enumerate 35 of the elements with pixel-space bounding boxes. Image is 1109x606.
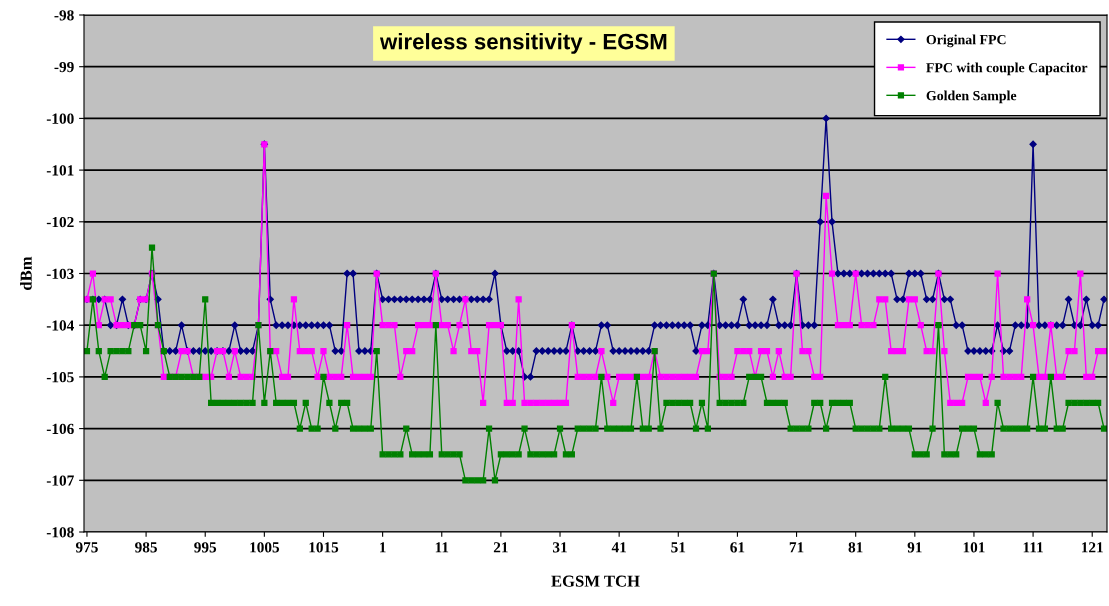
x-tick-label: 995 <box>194 542 217 553</box>
x-tick-label: 985 <box>135 542 157 553</box>
y-tick-label: -102 <box>46 216 74 228</box>
y-tick-label: -104 <box>46 320 74 331</box>
x-tick-label: 121 <box>1081 542 1103 553</box>
x-tick-label: 21 <box>493 542 508 553</box>
text: wireless sensitivity - EGSM <box>379 33 667 54</box>
legend-label: FPC with couple Capacitor <box>926 62 1088 76</box>
x-tick-label: 975 <box>75 542 98 553</box>
y-axis-title: dBm <box>20 256 32 290</box>
x-tick-label: 31 <box>552 542 567 553</box>
y-tick-label: -103 <box>46 268 74 279</box>
x-tick-label: 61 <box>730 542 745 553</box>
y-tick-label: -100 <box>46 113 74 124</box>
legend-label: Original FPC <box>926 34 1006 48</box>
x-tick-label: 1005 <box>250 542 280 553</box>
y-tick-label: -99 <box>54 61 74 73</box>
legend-label: Golden Sample <box>926 90 1017 104</box>
x-tick-label: 1 <box>380 542 386 553</box>
x-tick-label: 101 <box>963 542 985 553</box>
x-tick-label: 41 <box>611 542 626 553</box>
x-axis-title: EGSM TCH <box>551 575 640 587</box>
x-tick-label: 1015 <box>309 542 339 553</box>
y-tick-label: -98 <box>54 10 74 21</box>
x-tick-label: 11 <box>435 542 449 553</box>
x-tick-label: 71 <box>789 542 804 553</box>
x-tick-label: 91 <box>907 542 922 553</box>
x-tick-label: 51 <box>671 542 686 553</box>
y-tick-label: -106 <box>46 423 74 435</box>
x-tick-label: 111 <box>1023 542 1043 553</box>
y-tick-label: -101 <box>46 165 74 176</box>
x-tick-label: 81 <box>848 542 863 553</box>
y-tick-label: -105 <box>46 372 74 383</box>
y-tick-label: -107 <box>46 475 74 486</box>
y-tick-label: -108 <box>46 527 74 538</box>
